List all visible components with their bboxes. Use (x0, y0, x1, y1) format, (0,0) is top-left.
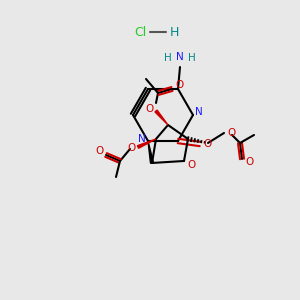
Polygon shape (137, 139, 156, 148)
Text: H: H (169, 26, 179, 38)
Polygon shape (148, 141, 154, 163)
Text: O: O (145, 104, 153, 114)
Text: Cl: Cl (134, 26, 146, 38)
Text: O: O (203, 139, 211, 149)
Text: H: H (164, 53, 172, 63)
Text: O: O (188, 160, 196, 170)
Text: O: O (127, 143, 135, 153)
Text: O: O (95, 146, 103, 156)
Text: N: N (176, 52, 184, 62)
Text: N: N (138, 134, 146, 144)
Text: O: O (227, 128, 235, 138)
Text: H: H (188, 53, 196, 63)
Polygon shape (155, 110, 168, 125)
Text: O: O (245, 157, 253, 167)
Text: O: O (176, 80, 184, 90)
Text: N: N (195, 107, 203, 117)
